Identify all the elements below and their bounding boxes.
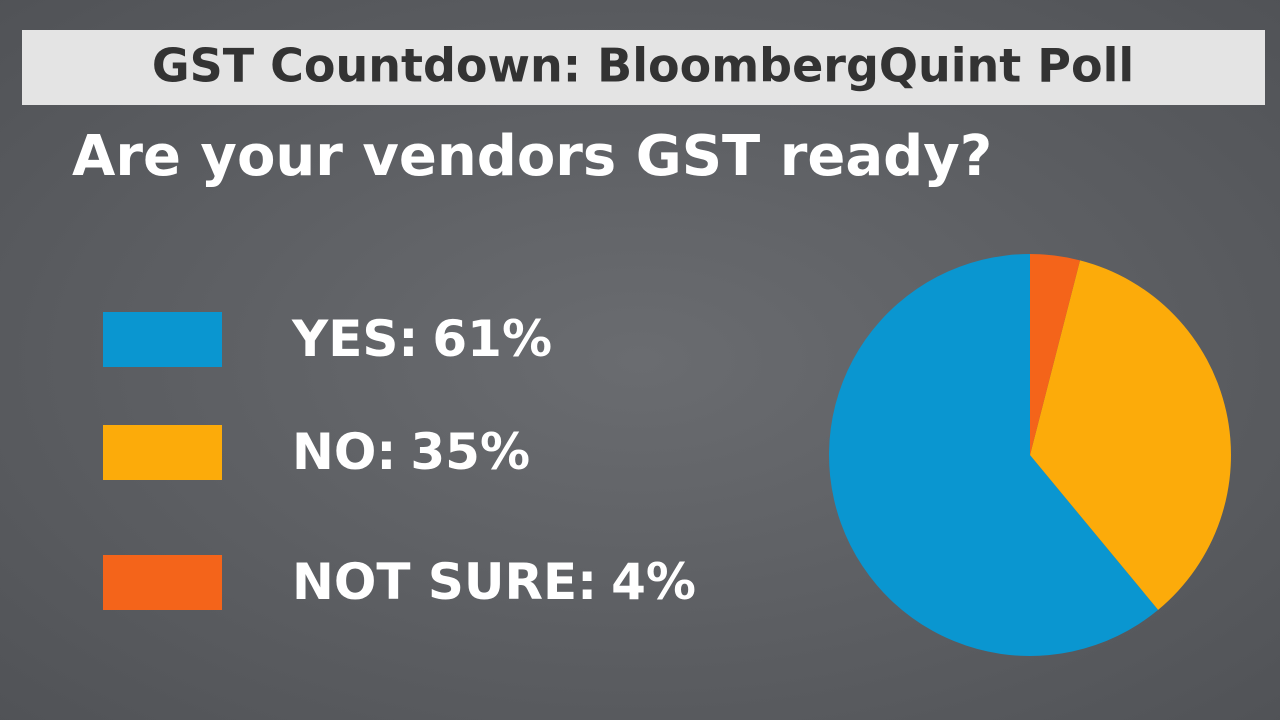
- legend: YES: 61% NO: 35% NOT SURE: 4%: [103, 310, 696, 611]
- title-bar: [22, 30, 1265, 105]
- legend-value: 4%: [611, 553, 696, 611]
- legend-value: 61%: [432, 310, 552, 368]
- legend-label: YES: 61%: [291, 310, 552, 368]
- legend-swatch: [103, 425, 222, 480]
- legend-category: NO:: [292, 423, 396, 481]
- pie-slice: [1030, 260, 1231, 610]
- legend-label: NO: 35%: [292, 423, 530, 481]
- legend-swatch: [103, 555, 222, 610]
- chart-subtitle: Are your vendors GST ready?: [72, 124, 992, 189]
- chart-title: GST Countdown: BloombergQuint Poll: [152, 39, 1134, 93]
- pie: [828, 254, 1231, 656]
- legend-swatch: [103, 312, 222, 367]
- legend-label: NOT SURE: 4%: [292, 553, 696, 611]
- legend-category: NOT SURE:: [292, 553, 597, 611]
- legend-category: YES:: [291, 310, 418, 368]
- legend-value: 35%: [410, 423, 530, 481]
- pie-slice: [1030, 254, 1080, 455]
- pie-slice: [828, 254, 1159, 656]
